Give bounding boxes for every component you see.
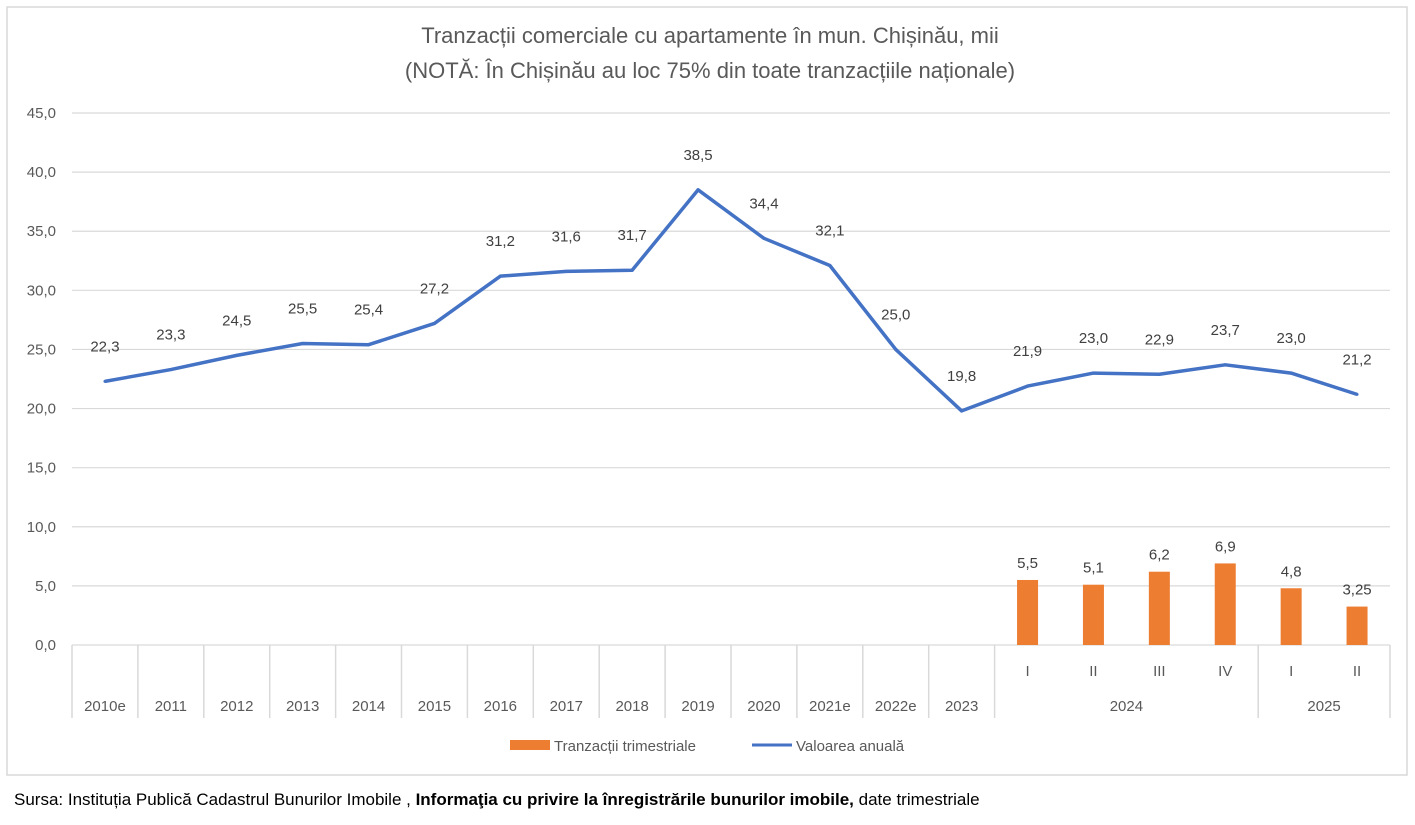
- line-data-label: 24,5: [222, 312, 251, 329]
- x-subtick-label: I: [1025, 663, 1029, 680]
- source-suffix: date trimestriale: [853, 790, 980, 809]
- x-group-label: 2025: [1307, 698, 1340, 715]
- bar-data-label: 4,8: [1281, 563, 1302, 580]
- x-tick-label: 2017: [550, 698, 583, 715]
- x-tick-label: 2021e: [809, 698, 851, 715]
- line-point: [960, 409, 964, 413]
- bar-data-label: 5,1: [1083, 560, 1104, 577]
- x-tick-label: 2011: [155, 698, 187, 715]
- line-data-label: 19,8: [947, 368, 976, 385]
- line-data-label: 25,5: [288, 301, 317, 318]
- x-subtick-label: III: [1153, 663, 1166, 680]
- y-tick-label: 15,0: [27, 460, 56, 477]
- y-tick-label: 20,0: [27, 401, 56, 418]
- line-data-label: 32,1: [815, 223, 844, 240]
- legend-bar-swatch: [510, 740, 550, 750]
- chart-title: Tranzacții comerciale cu apartamente în …: [421, 23, 999, 48]
- bar-data-label: 6,9: [1215, 538, 1236, 555]
- line-data-label: 23,7: [1211, 322, 1240, 339]
- x-subtick-label: II: [1353, 663, 1361, 680]
- y-tick-label: 25,0: [27, 341, 56, 358]
- line-point: [498, 274, 502, 278]
- line-data-label: 25,4: [354, 302, 383, 319]
- x-tick-label: 2019: [681, 698, 714, 715]
- line-point: [894, 347, 898, 351]
- line-data-label: 21,2: [1342, 351, 1371, 368]
- line-point: [432, 321, 436, 325]
- bar: [1346, 606, 1368, 645]
- line-data-label: 23,0: [1079, 330, 1108, 347]
- bar: [1214, 563, 1236, 645]
- y-tick-label: 0,0: [35, 637, 56, 654]
- bar: [1017, 579, 1039, 645]
- x-tick-label: 2023: [945, 698, 978, 715]
- line-point: [1223, 363, 1227, 367]
- chart-border: [6, 6, 1408, 776]
- source-title: Informaţia cu privire la înregistrările …: [415, 790, 854, 809]
- line-data-label: 21,9: [1013, 343, 1042, 360]
- y-tick-label: 45,0: [27, 105, 56, 122]
- bar: [1082, 584, 1104, 645]
- line-data-label: 31,2: [486, 233, 515, 250]
- legend-bar-label: Tranzacții trimestriale: [554, 738, 696, 755]
- line-data-label: 31,7: [618, 227, 647, 244]
- y-tick-label: 40,0: [27, 164, 56, 181]
- line-data-label: 25,0: [881, 306, 910, 323]
- x-tick-label: 2018: [615, 698, 648, 715]
- source-note: Sursa: Instituția Publică Cadastrul Bunu…: [14, 790, 980, 810]
- line-point: [169, 368, 173, 372]
- x-group-label: 2024: [1110, 698, 1143, 715]
- line-point: [103, 379, 107, 383]
- bar: [1280, 588, 1302, 645]
- y-tick-label: 5,0: [35, 578, 56, 595]
- line-data-label: 38,5: [683, 147, 712, 164]
- x-tick-label: 2012: [220, 698, 253, 715]
- line-point: [1355, 392, 1359, 396]
- line-point: [1026, 384, 1030, 388]
- line-point: [630, 268, 634, 272]
- line-point: [367, 343, 371, 347]
- x-tick-label: 2020: [747, 698, 780, 715]
- x-subtick-label: I: [1289, 663, 1293, 680]
- line-data-label: 22,3: [90, 338, 119, 355]
- chart-subtitle: (NOTĂ: În Chișinău au loc 75% din toate …: [405, 58, 1015, 83]
- bar-data-label: 3,25: [1342, 582, 1371, 599]
- line-data-label: 31,6: [552, 228, 581, 245]
- line-point: [564, 269, 568, 273]
- x-subtick-label: IV: [1218, 663, 1232, 680]
- line-point: [1289, 371, 1293, 375]
- x-tick-label: 2013: [286, 698, 319, 715]
- line-data-label: 23,3: [156, 327, 185, 344]
- x-tick-label: 2014: [352, 698, 385, 715]
- x-tick-label: 2015: [418, 698, 451, 715]
- line-point: [235, 353, 239, 357]
- line-point: [762, 236, 766, 240]
- line-data-label: 34,4: [749, 195, 778, 212]
- x-tick-label: 2022e: [875, 698, 917, 715]
- x-tick-label: 2016: [484, 698, 517, 715]
- y-tick-label: 10,0: [27, 519, 56, 536]
- legend-line-label: Valoarea anuală: [796, 738, 905, 755]
- line-data-label: 23,0: [1277, 330, 1306, 347]
- line-point: [828, 264, 832, 268]
- line-point: [696, 188, 700, 192]
- line-point: [1091, 371, 1095, 375]
- line-point: [1157, 372, 1161, 376]
- x-subtick-label: II: [1089, 663, 1097, 680]
- chart: Tranzacții comerciale cu apartamente în …: [6, 6, 1408, 776]
- legend: Tranzacții trimestriale Valoarea anuală: [510, 738, 905, 755]
- bar: [1148, 571, 1170, 645]
- source-prefix: Sursa: Instituția Publică Cadastrul Bunu…: [14, 790, 416, 809]
- y-tick-label: 35,0: [27, 223, 56, 240]
- line-series: [104, 188, 1358, 413]
- y-tick-label: 30,0: [27, 282, 56, 299]
- line-data-label: 27,2: [420, 280, 449, 297]
- line-data-label: 22,9: [1145, 331, 1174, 348]
- line-point: [301, 342, 305, 346]
- bar-data-label: 5,5: [1017, 555, 1038, 572]
- bar-data-label: 6,2: [1149, 547, 1170, 564]
- x-tick-label: 2010e: [84, 698, 126, 715]
